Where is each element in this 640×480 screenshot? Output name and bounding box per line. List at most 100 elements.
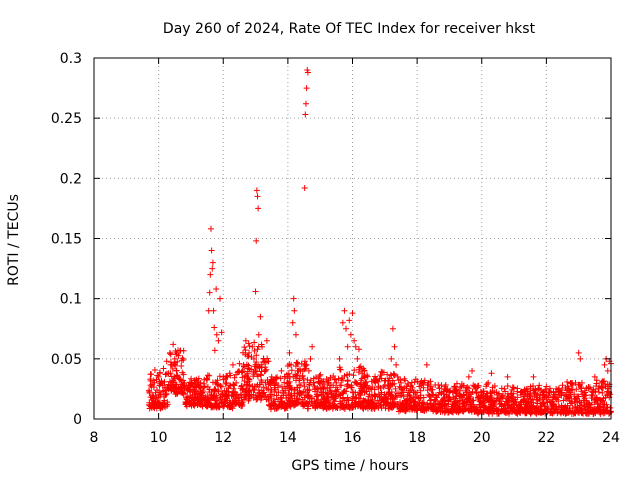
data-point — [431, 406, 438, 413]
data-point — [249, 343, 256, 350]
data-point — [384, 371, 391, 378]
data-point — [321, 394, 328, 401]
data-point — [436, 389, 443, 396]
data-point — [245, 353, 252, 360]
data-point — [271, 388, 278, 395]
x-tick-label: 16 — [344, 430, 362, 446]
data-point — [417, 395, 424, 402]
data-point — [458, 381, 465, 388]
y-tick-label: 0.2 — [60, 171, 82, 187]
data-point — [178, 363, 185, 370]
data-point — [584, 401, 591, 408]
data-point — [355, 346, 362, 353]
data-point — [572, 379, 579, 386]
data-point — [575, 393, 582, 400]
data-point — [363, 378, 370, 385]
data-point — [232, 397, 239, 404]
data-point — [152, 401, 159, 408]
data-point — [544, 403, 551, 410]
data-point — [352, 389, 359, 396]
data-point — [414, 389, 421, 396]
data-point — [543, 383, 550, 390]
data-point — [331, 398, 338, 405]
data-point — [535, 386, 542, 393]
data-point — [233, 391, 240, 398]
data-point — [348, 401, 355, 408]
data-point — [217, 295, 224, 302]
data-point — [217, 395, 224, 402]
data-point — [239, 349, 246, 356]
data-point — [465, 395, 472, 402]
data-point — [534, 391, 541, 398]
data-point — [590, 388, 597, 395]
data-point — [452, 386, 459, 393]
data-point — [148, 371, 155, 378]
data-point — [365, 385, 372, 392]
data-point — [330, 382, 337, 389]
x-tick-label: 8 — [90, 430, 99, 446]
data-point — [562, 391, 569, 398]
data-point — [425, 391, 432, 398]
data-point — [211, 347, 218, 354]
data-point — [487, 392, 494, 399]
data-point — [320, 378, 327, 385]
data-point — [154, 387, 161, 394]
data-point — [497, 400, 504, 407]
data-point — [452, 397, 459, 404]
data-point — [323, 391, 330, 398]
data-point — [600, 385, 607, 392]
data-point — [425, 404, 432, 411]
data-point — [250, 355, 257, 362]
y-tick-label: 0.05 — [51, 352, 82, 368]
data-point — [204, 376, 211, 383]
data-point — [302, 362, 309, 369]
data-point — [354, 355, 361, 362]
data-point — [494, 391, 501, 398]
data-point — [254, 396, 261, 403]
data-point — [195, 375, 202, 382]
data-point — [339, 319, 346, 326]
data-point — [176, 376, 183, 383]
data-point — [433, 394, 440, 401]
data-point — [149, 394, 156, 401]
data-point — [151, 367, 158, 374]
data-point — [346, 317, 353, 324]
data-point — [202, 394, 209, 401]
data-point — [291, 307, 298, 314]
data-point — [211, 395, 218, 402]
data-point — [401, 384, 408, 391]
data-point — [546, 389, 553, 396]
data-point — [314, 403, 321, 410]
data-point — [296, 389, 303, 396]
data-point — [401, 397, 408, 404]
data-point — [272, 374, 279, 381]
data-point — [260, 384, 267, 391]
data-point — [253, 359, 260, 366]
data-point — [175, 347, 182, 354]
data-point — [349, 310, 356, 317]
data-point — [375, 384, 382, 391]
data-point — [297, 382, 304, 389]
data-point — [218, 329, 225, 336]
data-point — [253, 364, 260, 371]
data-point — [560, 397, 567, 404]
data-point — [480, 409, 487, 416]
data-point — [168, 383, 175, 390]
data-point — [573, 407, 580, 414]
data-point — [213, 286, 220, 293]
data-point — [211, 324, 218, 331]
data-point — [210, 307, 217, 314]
data-point — [488, 370, 495, 377]
data-point — [200, 384, 207, 391]
data-point — [163, 390, 170, 397]
data-point — [165, 370, 172, 377]
data-point — [257, 393, 264, 400]
data-point — [307, 355, 314, 362]
data-point — [183, 394, 190, 401]
data-point — [430, 391, 437, 398]
data-point — [266, 402, 273, 409]
data-point — [216, 373, 223, 380]
data-point — [224, 402, 231, 409]
data-point — [343, 397, 350, 404]
data-point — [450, 409, 457, 416]
